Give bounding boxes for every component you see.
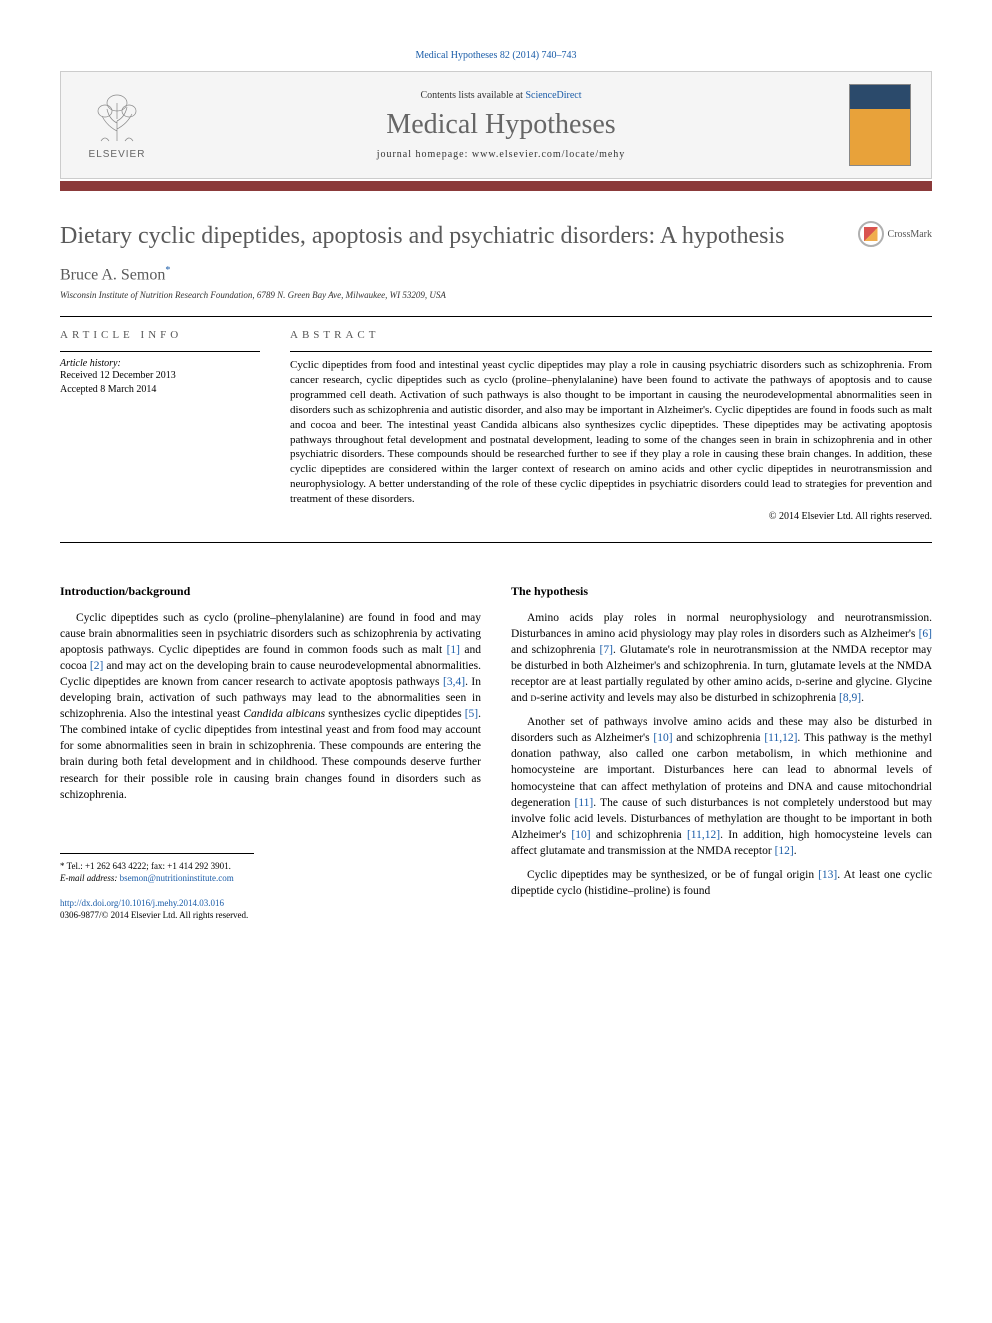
ref-link[interactable]: [5] bbox=[465, 708, 478, 720]
author-list: Bruce A. Semon* bbox=[60, 265, 932, 284]
ref-link[interactable]: [11] bbox=[575, 797, 594, 809]
elsevier-tree-icon bbox=[87, 91, 147, 147]
crossmark-icon bbox=[858, 221, 884, 247]
elsevier-logo[interactable]: ELSEVIER bbox=[81, 86, 153, 164]
contents-list-line: Contents lists available at ScienceDirec… bbox=[173, 90, 829, 101]
ref-link[interactable]: [1] bbox=[447, 644, 460, 656]
issn-copyright: 0306-9877/© 2014 Elsevier Ltd. All right… bbox=[60, 909, 481, 922]
intro-paragraph: Cyclic dipeptides such as cyclo (proline… bbox=[60, 610, 481, 803]
abstract-text: Cyclic dipeptides from food and intestin… bbox=[290, 351, 932, 506]
color-bar bbox=[60, 181, 932, 191]
email-link[interactable]: bsemon@nutritioninstitute.com bbox=[120, 873, 234, 883]
footnote-email-line: E-mail address: bsemon@nutritioninstitut… bbox=[60, 872, 254, 885]
hypothesis-heading: The hypothesis bbox=[511, 583, 932, 600]
journal-header: ELSEVIER Contents lists available at Sci… bbox=[60, 71, 932, 179]
sciencedirect-link[interactable]: ScienceDirect bbox=[525, 90, 581, 101]
email-label: E-mail address: bbox=[60, 873, 120, 883]
homepage-url[interactable]: www.elsevier.com/locate/mehy bbox=[472, 149, 625, 160]
doi-link[interactable]: http://dx.doi.org/10.1016/j.mehy.2014.03… bbox=[60, 898, 224, 908]
journal-cover-thumbnail[interactable] bbox=[849, 84, 911, 166]
body-columns: Introduction/background Cyclic dipeptide… bbox=[60, 583, 932, 922]
ref-link[interactable]: [10] bbox=[571, 829, 590, 841]
hypothesis-p3: Cyclic dipeptides may be synthesized, or… bbox=[511, 867, 932, 899]
left-column: Introduction/background Cyclic dipeptide… bbox=[60, 583, 481, 922]
intro-heading: Introduction/background bbox=[60, 583, 481, 600]
right-column: The hypothesis Amino acids play roles in… bbox=[511, 583, 932, 922]
ref-link[interactable]: [13] bbox=[818, 869, 837, 881]
ref-link[interactable]: [11,12] bbox=[687, 829, 720, 841]
correspondence-footnote: * Tel.: +1 262 643 4222; fax: +1 414 292… bbox=[60, 853, 254, 885]
received-date: Received 12 December 2013 bbox=[60, 369, 260, 383]
abstract-copyright: © 2014 Elsevier Ltd. All rights reserved… bbox=[290, 511, 932, 522]
article-info-block: ARTICLE INFO Article history: Received 1… bbox=[60, 329, 260, 521]
author-name[interactable]: Bruce A. Semon bbox=[60, 266, 165, 283]
journal-name: Medical Hypotheses bbox=[173, 109, 829, 141]
accepted-date: Accepted 8 March 2014 bbox=[60, 383, 260, 397]
elsevier-text: ELSEVIER bbox=[89, 149, 146, 160]
crossmark-label: CrossMark bbox=[888, 229, 932, 240]
ref-link[interactable]: [7] bbox=[600, 644, 613, 656]
abstract-heading: ABSTRACT bbox=[290, 329, 932, 341]
abstract-block: ABSTRACT Cyclic dipeptides from food and… bbox=[290, 329, 932, 521]
footnote-tel: * Tel.: +1 262 643 4222; fax: +1 414 292… bbox=[60, 860, 254, 873]
homepage-prefix: journal homepage: bbox=[377, 149, 472, 160]
article-info-heading: ARTICLE INFO bbox=[60, 329, 260, 341]
history-label: Article history: bbox=[60, 358, 121, 369]
page-root: Medical Hypotheses 82 (2014) 740–743 ELS… bbox=[0, 0, 992, 972]
doi-block: http://dx.doi.org/10.1016/j.mehy.2014.03… bbox=[60, 897, 481, 922]
journal-homepage-line: journal homepage: www.elsevier.com/locat… bbox=[173, 149, 829, 160]
title-row: Dietary cyclic dipeptides, apoptosis and… bbox=[60, 221, 932, 251]
ref-link[interactable]: [2] bbox=[90, 660, 103, 672]
ref-link[interactable]: [11,12] bbox=[764, 732, 797, 744]
ref-link[interactable]: [3,4] bbox=[443, 676, 465, 688]
ref-link[interactable]: [12] bbox=[775, 845, 794, 857]
meta-abstract-row: ARTICLE INFO Article history: Received 1… bbox=[60, 329, 932, 521]
crossmark-badge[interactable]: CrossMark bbox=[858, 221, 932, 247]
affiliation: Wisconsin Institute of Nutrition Researc… bbox=[60, 290, 932, 300]
hypothesis-p1: Amino acids play roles in normal neuroph… bbox=[511, 610, 932, 707]
divider bbox=[60, 316, 932, 317]
top-citation: Medical Hypotheses 82 (2014) 740–743 bbox=[60, 50, 932, 61]
article-title: Dietary cyclic dipeptides, apoptosis and… bbox=[60, 221, 858, 251]
species-name: Candida albicans bbox=[243, 708, 325, 720]
hypothesis-p2: Another set of pathways involve amino ac… bbox=[511, 714, 932, 859]
corresponding-marker[interactable]: * bbox=[165, 265, 170, 276]
contents-prefix: Contents lists available at bbox=[420, 90, 525, 101]
ref-link[interactable]: [6] bbox=[919, 628, 932, 640]
ref-link[interactable]: [10] bbox=[653, 732, 672, 744]
ref-link[interactable]: [8,9] bbox=[839, 692, 861, 704]
divider bbox=[60, 542, 932, 543]
article-history: Article history: Received 12 December 20… bbox=[60, 351, 260, 397]
journal-center: Contents lists available at ScienceDirec… bbox=[173, 90, 829, 160]
